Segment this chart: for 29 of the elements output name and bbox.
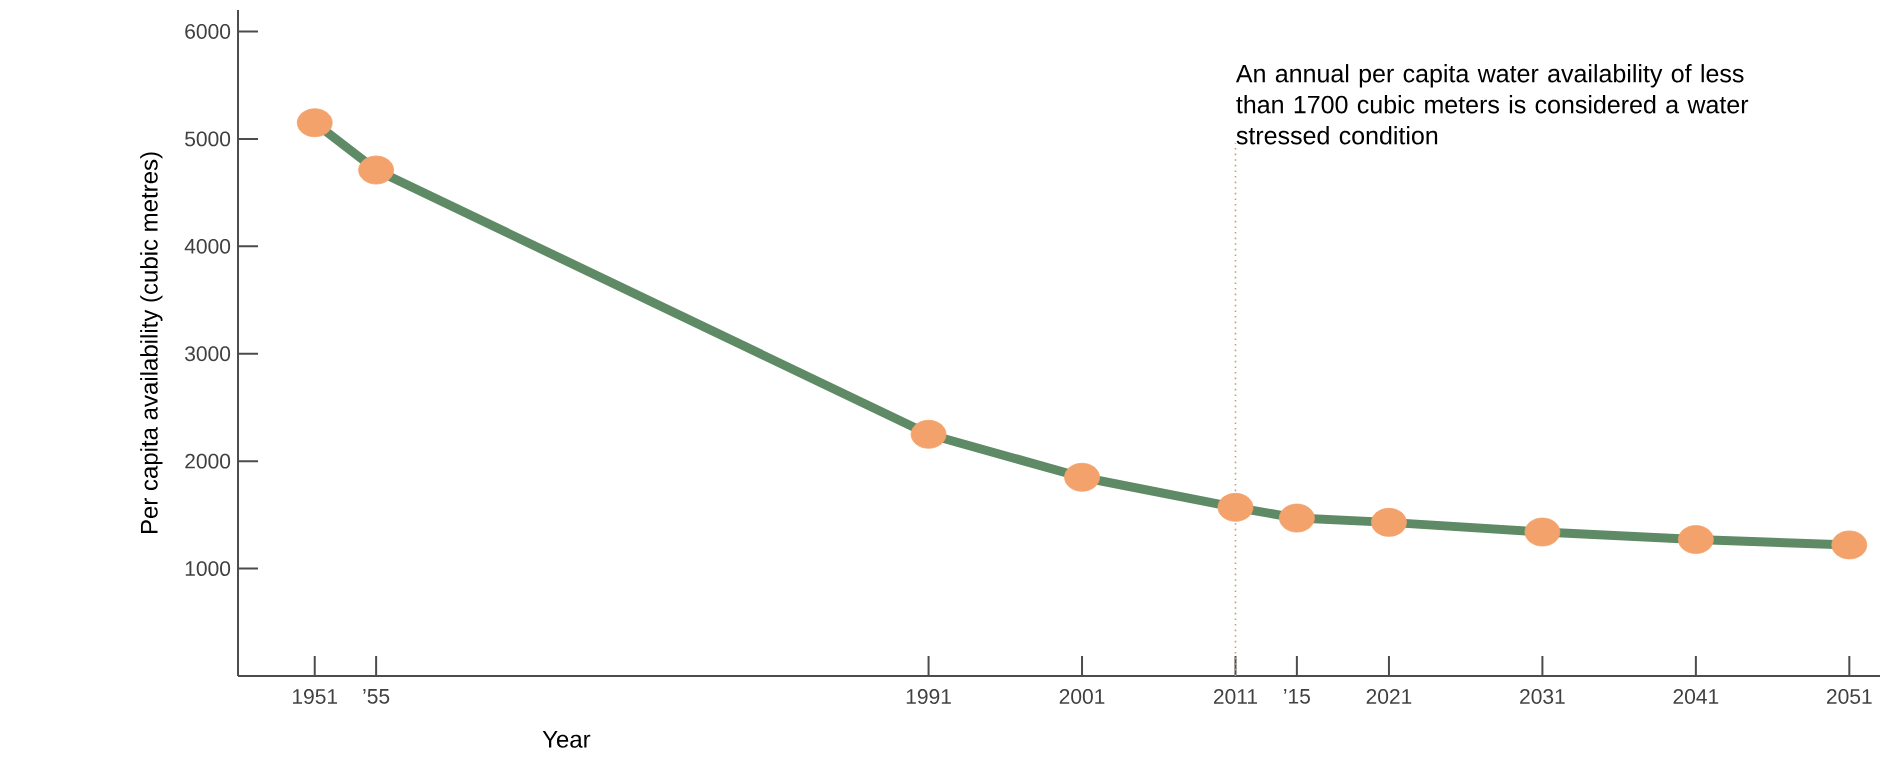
x-tick-label: 2001: [1059, 689, 1105, 704]
point: [1371, 507, 1407, 537]
point: [296, 108, 333, 138]
point: [1677, 525, 1714, 554]
x-tick-label: 2031: [1520, 689, 1565, 704]
x-tick-label: 1991: [906, 689, 951, 704]
point: [1524, 517, 1561, 547]
y-tick-label: 2000: [185, 453, 231, 469]
x-tick-label: 2051: [1827, 689, 1872, 704]
x-tick-label: 2021: [1366, 689, 1412, 704]
point: [1278, 503, 1315, 533]
y-tick-label: 6000: [185, 24, 231, 39]
x-tick-label: 2041: [1673, 689, 1719, 704]
x-tick-label: 1951: [292, 689, 338, 704]
y-tick-label: 3000: [185, 346, 231, 362]
y-tick-label: 5000: [185, 131, 231, 147]
y-tick-label: 4000: [184, 238, 231, 254]
point: [1064, 462, 1100, 492]
x-tick-label: ’15: [1284, 689, 1310, 704]
x-axis-title: Year: [542, 731, 591, 748]
y-axis-title: Per capita availability (cubic metres): [140, 152, 163, 534]
x-tick-label: 2011: [1213, 689, 1258, 704]
x-tick-label: ’55: [363, 689, 390, 704]
annotation: An annual per capita water availability of less than 1700 cubic meters is considered a water stressed condition: [1235, 64, 1749, 145]
point: [910, 419, 947, 449]
y-tick-label: 1000: [185, 561, 231, 577]
point: [358, 155, 395, 185]
point: [1217, 492, 1254, 522]
point: [1831, 530, 1868, 560]
